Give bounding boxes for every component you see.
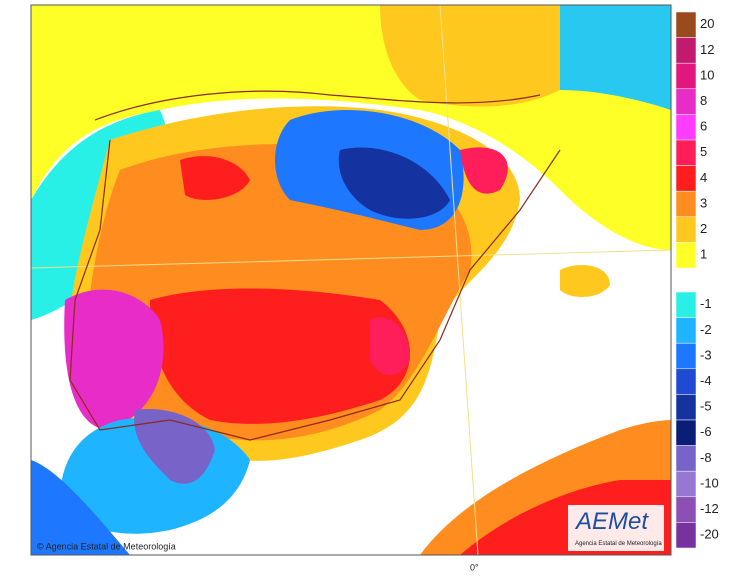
legend-swatch: [675, 37, 697, 64]
legend-label: -6: [700, 424, 712, 439]
legend-swatch: [675, 88, 697, 115]
legend-swatch: [675, 114, 697, 141]
legend-label: -2: [700, 322, 712, 337]
legend-swatch: [675, 139, 697, 166]
legend-label: 2: [700, 221, 707, 236]
legend-swatch: [675, 496, 697, 523]
legend-label: -3: [700, 347, 712, 362]
legend-label: 5: [700, 144, 707, 159]
legend-swatch: [675, 317, 697, 344]
legend-swatch: [675, 394, 697, 421]
legend-label: -12: [700, 501, 719, 516]
legend-label: 12: [700, 42, 714, 57]
legend-label: -1: [700, 296, 712, 311]
legend-label: -10: [700, 475, 719, 490]
legend-swatch: [675, 470, 697, 498]
legend-swatch: [675, 342, 697, 370]
legend-swatch: [675, 291, 697, 318]
legend-swatch: [675, 11, 697, 38]
legend-label: 8: [700, 93, 707, 108]
legend-label: 3: [700, 195, 707, 210]
legend-swatch: [675, 368, 697, 395]
map-field: [31, 5, 671, 555]
legend-swatch: [675, 165, 697, 192]
logo-subtitle: Agencia Estatal de Meteorología: [575, 541, 662, 547]
copyright: © Agencia Estatal de Meteorología: [37, 541, 176, 551]
map-frame: [30, 4, 672, 556]
legend-swatch: [675, 216, 697, 243]
logo-name: AEMet: [574, 508, 649, 535]
legend-label: -5: [700, 399, 712, 414]
meridian-label: 0°: [470, 562, 479, 572]
legend-label: 6: [700, 119, 707, 134]
logo: AEMet Agencia Estatal de Meteorología: [568, 505, 664, 551]
legend-swatch: [675, 62, 697, 90]
legend-label: -8: [700, 450, 712, 465]
legend-label: -4: [700, 373, 712, 388]
legend-label: 1: [700, 247, 707, 262]
legend-swatch: [675, 445, 697, 472]
legend-swatch: [675, 242, 697, 269]
legend-swatch: [675, 419, 697, 446]
legend-label: -20: [700, 527, 719, 542]
legend-label: 20: [700, 16, 714, 31]
legend-swatch: [675, 522, 697, 549]
legend-swatch: [675, 190, 697, 218]
legend-label: 4: [700, 170, 707, 185]
legend-label: 10: [700, 67, 714, 82]
